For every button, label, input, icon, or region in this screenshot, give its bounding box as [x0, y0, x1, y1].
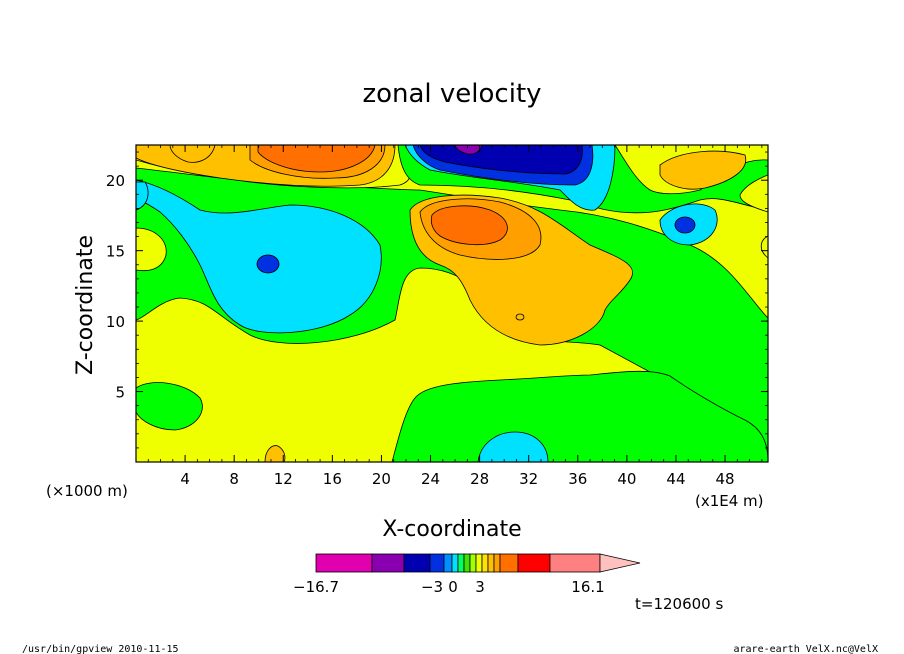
colorbar-segment: [493, 553, 501, 573]
colorbar-segment: [549, 553, 601, 573]
y-tick-label: 5: [115, 384, 125, 402]
colorbar: [315, 553, 641, 573]
contour-red-orange-top-left: [257, 145, 376, 173]
plot-area: [136, 145, 768, 462]
x-tick-label: 28: [470, 470, 489, 488]
x-tick-label: 40: [617, 470, 636, 488]
y-tick-label: 15: [106, 243, 125, 261]
colorbar-segment: [469, 553, 477, 573]
x-tick-label: 20: [372, 470, 391, 488]
colorbar-mid-label-3: 3: [475, 578, 485, 596]
colorbar-segment: [315, 553, 373, 573]
colorbar-segment: [481, 553, 489, 573]
colorbar-segment: [517, 553, 551, 573]
y-axis-label: Z-coordinate: [73, 235, 98, 375]
x-axis: 4 8 12 16 20 24 28 32 36 40 44 48: [147, 145, 763, 488]
colorbar-segment: [463, 553, 471, 573]
x-tick-label: 24: [421, 470, 440, 488]
colorbar-extension-arrow: [599, 553, 641, 573]
colorbar-segment: [403, 553, 431, 573]
contour-purple-top-center: [454, 145, 483, 155]
colorbar-segment: [475, 553, 483, 573]
colorbar-segment: [499, 553, 519, 573]
contour-yellow-left-edge: [136, 227, 167, 272]
y-tick-label: 20: [106, 172, 125, 190]
colorbar-mid-label-1: −3: [421, 578, 443, 596]
contour-red-orange-center: [430, 205, 508, 245]
contour-orange-bottom-left: [264, 445, 286, 462]
x-tick-label: 4: [180, 470, 190, 488]
chart-title: zonal velocity: [362, 79, 541, 109]
colorbar-min-label: −16.7: [293, 578, 339, 596]
x-unit-right: (x1E4 m): [695, 492, 764, 510]
time-annotation: t=120600 s: [635, 595, 723, 613]
colorbar-segment: [487, 553, 495, 573]
contour-orange-top-left-small: [169, 145, 216, 163]
x-tick-label: 32: [519, 470, 538, 488]
colorbar-max-label: 16.1: [571, 578, 604, 596]
contour-cyan-bottom: [477, 431, 549, 462]
x-tick-label: 44: [666, 470, 685, 488]
contour-green-lower-right: [391, 370, 768, 462]
colorbar-segment: [443, 553, 453, 573]
colorbar-segment: [371, 553, 405, 573]
x-unit-left: (×1000 m): [46, 482, 128, 500]
contour-orange-top-right: [659, 150, 747, 190]
plot-frame: [135, 144, 769, 463]
x-axis-label: X-coordinate: [382, 517, 521, 542]
contour-small-orange-ring: [515, 313, 525, 321]
contour-cyan-left: [136, 179, 382, 334]
x-tick-label: 16: [323, 470, 342, 488]
x-tick-label: 36: [568, 470, 587, 488]
colorbar-segment: [457, 553, 465, 573]
y-axis: 5 10 15 20: [106, 151, 768, 449]
colorbar-segment: [451, 553, 459, 573]
footer-left: /usr/bin/gpview 2010-11-15: [22, 644, 179, 654]
contour-blue-right-core: [674, 216, 696, 234]
y-tick-label: 10: [106, 313, 125, 331]
colorbar-segment: [429, 553, 445, 573]
x-tick-label: 8: [229, 470, 239, 488]
contour-blue-left-core: [256, 254, 280, 274]
x-tick-label: 12: [274, 470, 293, 488]
footer-right: arare-earth_VelX.nc@VelX: [734, 644, 879, 654]
contour-green-lower-left: [136, 382, 203, 431]
x-tick-label: 48: [716, 470, 735, 488]
colorbar-mid-label-2: 0: [448, 578, 458, 596]
contour-navy-top-center: [419, 145, 583, 175]
